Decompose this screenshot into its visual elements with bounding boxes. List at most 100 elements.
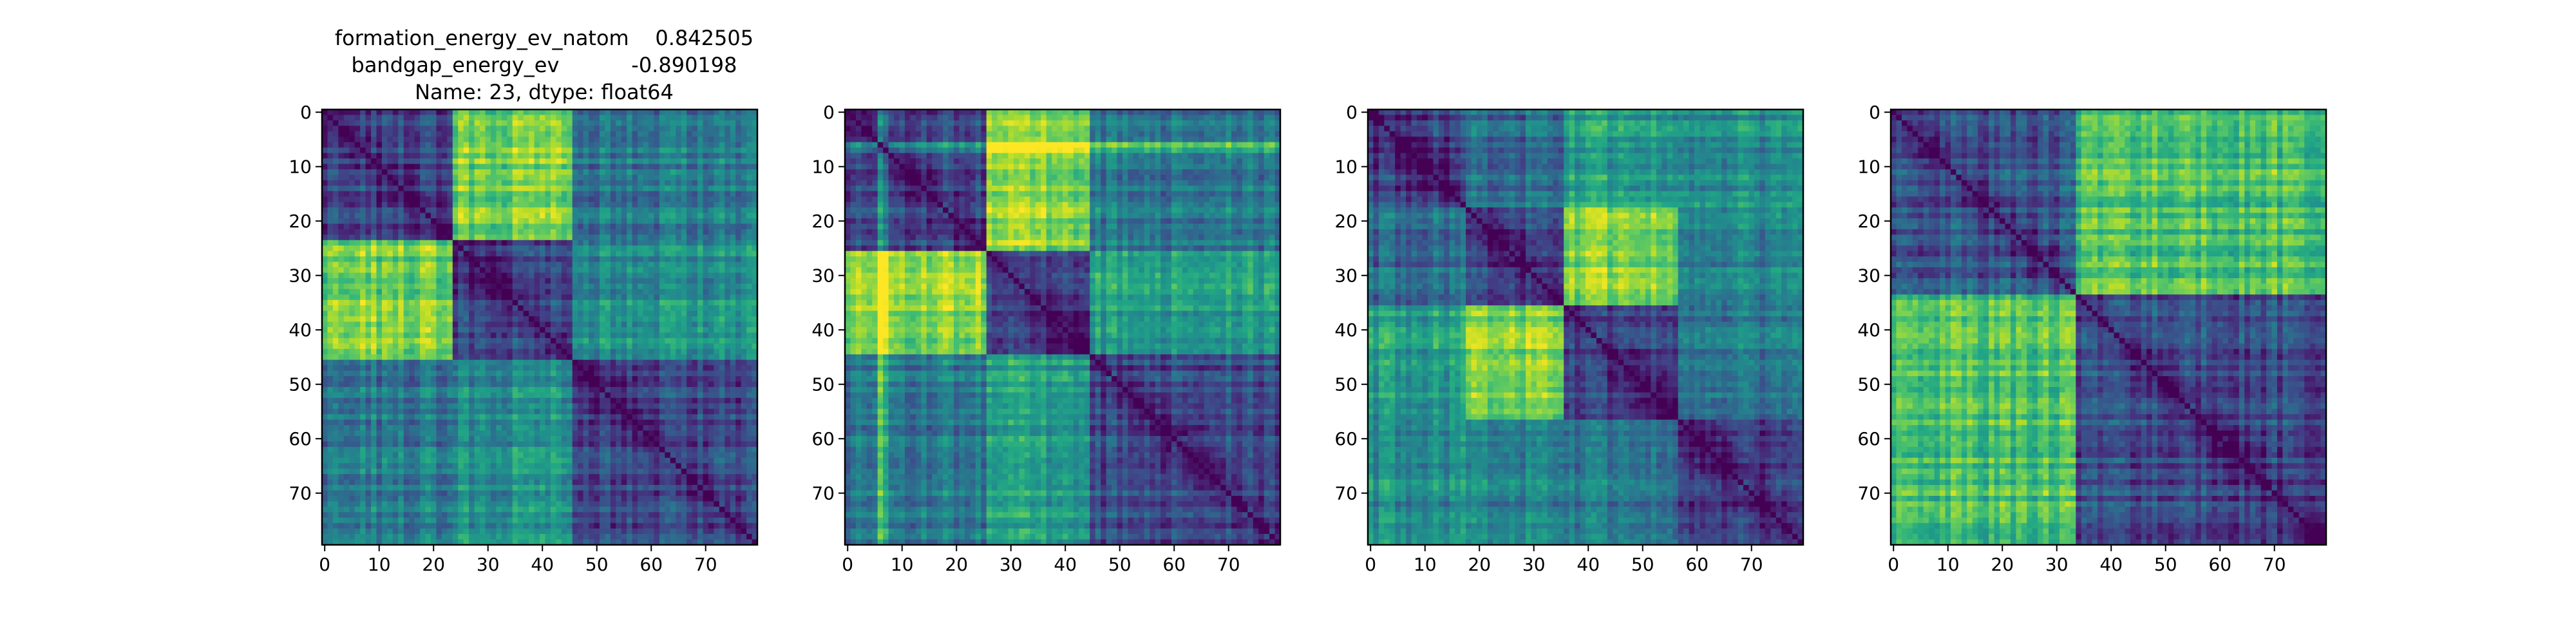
- heatmap-cell: [338, 441, 344, 447]
- heatmap-cell: [589, 289, 594, 295]
- heatmap-cell: [513, 120, 518, 126]
- heatmap-cell: [589, 196, 594, 202]
- heatmap-cell: [583, 223, 589, 229]
- heatmap-cell: [447, 311, 453, 317]
- heatmap-cell: [535, 425, 540, 431]
- heatmap-cell: [589, 131, 594, 137]
- heatmap-cell: [355, 327, 361, 333]
- heatmap-cell: [703, 175, 709, 180]
- heatmap-cell: [616, 251, 621, 257]
- heatmap-cell: [724, 251, 730, 257]
- heatmap-cell: [621, 267, 627, 273]
- heatmap-cell: [573, 164, 578, 170]
- heatmap-cell: [741, 126, 747, 131]
- heatmap-cell: [393, 273, 399, 279]
- heatmap-cell: [409, 420, 415, 426]
- heatmap-cell: [442, 392, 448, 398]
- heatmap-cell: [377, 414, 383, 420]
- heatmap-cell: [524, 311, 529, 317]
- heatmap-cell: [469, 213, 475, 219]
- heatmap-cell: [551, 245, 556, 251]
- heatmap-cell: [735, 273, 741, 279]
- heatmap-cell: [447, 213, 453, 219]
- heatmap-cell: [524, 382, 529, 388]
- heatmap-cell: [349, 382, 355, 388]
- heatmap-cell: [594, 218, 600, 224]
- heatmap-cell: [513, 251, 518, 257]
- heatmap-cell: [333, 147, 339, 153]
- heatmap-cell: [746, 223, 752, 229]
- heatmap-cell: [627, 137, 632, 142]
- heatmap-cell: [502, 240, 507, 246]
- heatmap-cell: [442, 343, 448, 349]
- heatmap-cell: [496, 158, 502, 164]
- heatmap-cell: [670, 332, 676, 338]
- heatmap-cell: [621, 262, 627, 268]
- heatmap-cell: [393, 316, 399, 322]
- heatmap-cell: [507, 376, 513, 382]
- heatmap-cell: [344, 223, 350, 229]
- heatmap-cell: [735, 436, 741, 442]
- heatmap-cell: [387, 387, 393, 393]
- heatmap-cell: [670, 234, 676, 240]
- heatmap-cell: [480, 316, 486, 322]
- heatmap-cell: [480, 447, 486, 453]
- heatmap-cell: [458, 158, 464, 164]
- heatmap-cell: [387, 365, 393, 371]
- heatmap-cell: [404, 294, 410, 300]
- heatmap-cell: [616, 131, 621, 137]
- heatmap-cell: [697, 202, 703, 208]
- heatmap-cell: [491, 392, 497, 398]
- heatmap-cell: [741, 294, 747, 300]
- heatmap-cell: [436, 126, 442, 131]
- heatmap-cell: [442, 300, 448, 306]
- heatmap-cell: [322, 180, 328, 186]
- heatmap-cell: [573, 153, 578, 159]
- heatmap-cell: [322, 273, 328, 279]
- heatmap-cell: [524, 153, 529, 159]
- heatmap-cell: [681, 180, 687, 186]
- heatmap-cell: [475, 387, 480, 393]
- heatmap-cell: [583, 431, 589, 437]
- heatmap-cell: [496, 376, 502, 382]
- heatmap-cell: [611, 137, 616, 142]
- heatmap-cell: [616, 305, 621, 311]
- heatmap-cell: [697, 420, 703, 426]
- heatmap-cell: [529, 431, 535, 437]
- heatmap-cell: [382, 376, 388, 382]
- heatmap-cell: [556, 354, 562, 360]
- heatmap-cell: [426, 202, 431, 208]
- heatmap-cell: [409, 436, 415, 442]
- heatmap-cell: [627, 191, 632, 197]
- heatmap-cell: [567, 202, 573, 208]
- heatmap-cell: [502, 251, 507, 257]
- heatmap-cell: [366, 283, 372, 289]
- heatmap-cell: [355, 431, 361, 437]
- heatmap-cell: [496, 294, 502, 300]
- heatmap-cell: [719, 436, 725, 442]
- heatmap-cell: [404, 175, 410, 180]
- heatmap-cell: [583, 441, 589, 447]
- heatmap-cell: [708, 185, 714, 191]
- heatmap-cell: [415, 392, 421, 398]
- heatmap-cell: [535, 109, 540, 115]
- heatmap-cell: [436, 349, 442, 355]
- heatmap-cell: [442, 332, 448, 338]
- heatmap-cell: [719, 365, 725, 371]
- heatmap-cell: [703, 180, 709, 186]
- heatmap-cell: [562, 278, 567, 284]
- heatmap-cell: [431, 289, 437, 295]
- heatmap-cell: [573, 273, 578, 279]
- heatmap-cell: [578, 213, 583, 219]
- heatmap-cell: [513, 403, 518, 409]
- heatmap-cell: [355, 305, 361, 311]
- heatmap-cell: [545, 311, 551, 317]
- heatmap-cell: [638, 109, 643, 115]
- heatmap-cell: [556, 120, 562, 126]
- heatmap-cell: [469, 245, 475, 251]
- heatmap-cell: [649, 409, 654, 415]
- heatmap-cell: [545, 382, 551, 388]
- heatmap-cell: [398, 322, 404, 328]
- heatmap-cell: [692, 213, 698, 219]
- heatmap-cell: [670, 147, 676, 153]
